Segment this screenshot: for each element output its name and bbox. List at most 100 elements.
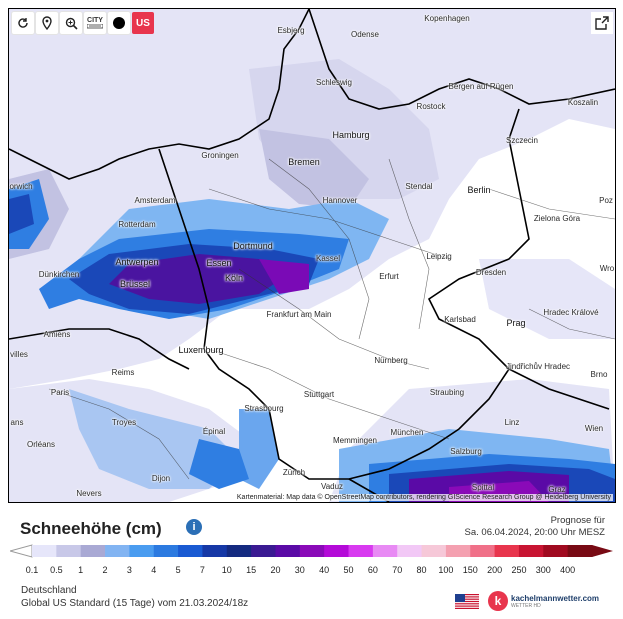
legend-swatch (324, 545, 350, 557)
legend-swatch (348, 545, 374, 557)
city-label: Strasbourg (244, 404, 284, 413)
city-label: Frankfurt am Main (266, 310, 332, 319)
model-info: Deutschland Global US Standard (15 Tage)… (21, 584, 248, 610)
model-label: Global US Standard (15 Tage) vom 21.03.2… (21, 598, 249, 609)
legend-label: 5 (175, 565, 181, 575)
location-button[interactable] (36, 12, 58, 34)
legend-swatch (372, 545, 398, 557)
city-label: Nürnberg (374, 356, 408, 365)
city-label: Nevers (76, 489, 102, 498)
city-label: Erfurt (379, 272, 399, 281)
city-label: Spittal (471, 483, 495, 492)
legend-swatch (56, 545, 82, 557)
city-label: villes (10, 350, 28, 359)
city-label: Köln (224, 273, 244, 283)
city-label: Bremen (288, 157, 320, 167)
legend-label: 0.1 (25, 565, 39, 575)
city-label: Hradec Králové (543, 308, 599, 317)
city-label: Schleswig (315, 78, 353, 87)
refresh-icon (18, 18, 28, 28)
city-label: Rostock (416, 102, 446, 111)
legend-label: 4 (151, 565, 157, 575)
legend-swatch (226, 545, 252, 557)
city-label: Kassel (315, 254, 341, 263)
legend-swatch (518, 545, 544, 557)
zoom-button[interactable] (60, 12, 82, 34)
legend-label: 2 (102, 565, 108, 575)
legend-swatch (275, 545, 301, 557)
city-label: Épinal (202, 427, 226, 436)
legend-label: 10 (221, 565, 232, 575)
city-label: Groningen (201, 151, 239, 160)
legend-label: 7 (199, 565, 205, 575)
share-button[interactable] (591, 12, 613, 34)
city-label: Vaduz (320, 482, 344, 491)
city-label: Odense (350, 30, 380, 39)
legend-swatch (470, 545, 496, 557)
region-label: Deutschland (21, 585, 77, 596)
city-label: Koszalin (567, 98, 599, 107)
legend-swatch (494, 545, 520, 557)
info-icon[interactable]: i (186, 519, 202, 535)
map-canvas (9, 9, 615, 502)
city-label: Hannover (322, 196, 358, 205)
refresh-button[interactable] (12, 12, 34, 34)
city-label: Dresden (475, 268, 507, 277)
legend-label: 50 (343, 565, 354, 575)
city-label: Leipzig (426, 252, 452, 261)
legend-label: 200 (487, 565, 503, 575)
us-flag-icon[interactable] (455, 594, 479, 609)
logo-subtitle: WETTER HD (511, 602, 541, 609)
city-label: Troyes (111, 418, 137, 427)
city-label: Graz (548, 485, 566, 494)
share-icon (595, 16, 609, 30)
legend-label: 1 (78, 565, 84, 575)
legend-label: 0.5 (50, 565, 63, 575)
dot-icon (113, 17, 125, 29)
dot-toggle-button[interactable] (108, 12, 130, 34)
map-toolbar: CITY US (12, 12, 154, 34)
city-label: Orléans (26, 440, 56, 449)
legend-arrow-high (592, 545, 613, 557)
city-label: Amiens (43, 330, 71, 339)
legend-label: 3 (126, 565, 132, 575)
legend-label: 250 (511, 565, 527, 575)
forecast-time: Sa. 06.04.2024, 20:00 Uhr MESZ (464, 527, 605, 538)
legend-label: 30 (294, 565, 305, 575)
city-toggle-button[interactable]: CITY (84, 12, 106, 34)
city-label: Prag (506, 318, 526, 328)
city-label: Wro (599, 264, 615, 273)
city-label: Dijon (151, 474, 171, 483)
legend-swatch (445, 545, 471, 557)
us-toggle-button[interactable]: US (132, 12, 154, 34)
city-label: Reims (111, 368, 135, 377)
city-label: Salzburg (450, 447, 482, 456)
legend-label: 80 (416, 565, 427, 575)
legend-swatch (202, 545, 228, 557)
city-label: Karlsbad (444, 315, 476, 324)
legend-swatch (397, 545, 423, 557)
legend-label: 15 (246, 565, 257, 575)
city-label: Memmingen (332, 436, 378, 445)
city-label: Brüssel (119, 279, 151, 289)
legend-label: 400 (560, 565, 576, 575)
city-label: München (390, 428, 424, 437)
city-label: Paris (50, 388, 70, 397)
legend-swatch (153, 545, 179, 557)
city-label: Jindřichův Hradec (505, 362, 571, 371)
city-label: Stuttgart (303, 390, 335, 399)
logo-mark: k (488, 591, 508, 611)
city-label: Dünkirchen (38, 270, 80, 279)
legend-swatch (543, 545, 569, 557)
location-pin-icon (42, 16, 52, 30)
forecast-label: Prognose für (550, 515, 605, 526)
legend-swatch (299, 545, 325, 557)
city-label: Straubing (429, 388, 465, 397)
city-label: ans (10, 418, 24, 427)
kachelmann-logo[interactable]: k kachelmannwetter.com WETTER HD (488, 591, 599, 611)
weather-map[interactable]: Esbjerg Odense Kopenhagen Schleswig Berg… (8, 8, 616, 503)
city-label: Esbjerg (277, 26, 305, 35)
legend-arrow-low (10, 544, 33, 558)
forecast-info: Prognose für Sa. 06.04.2024, 20:00 Uhr M… (465, 515, 605, 539)
legend-title: Schneehöhe (cm) (20, 519, 162, 538)
